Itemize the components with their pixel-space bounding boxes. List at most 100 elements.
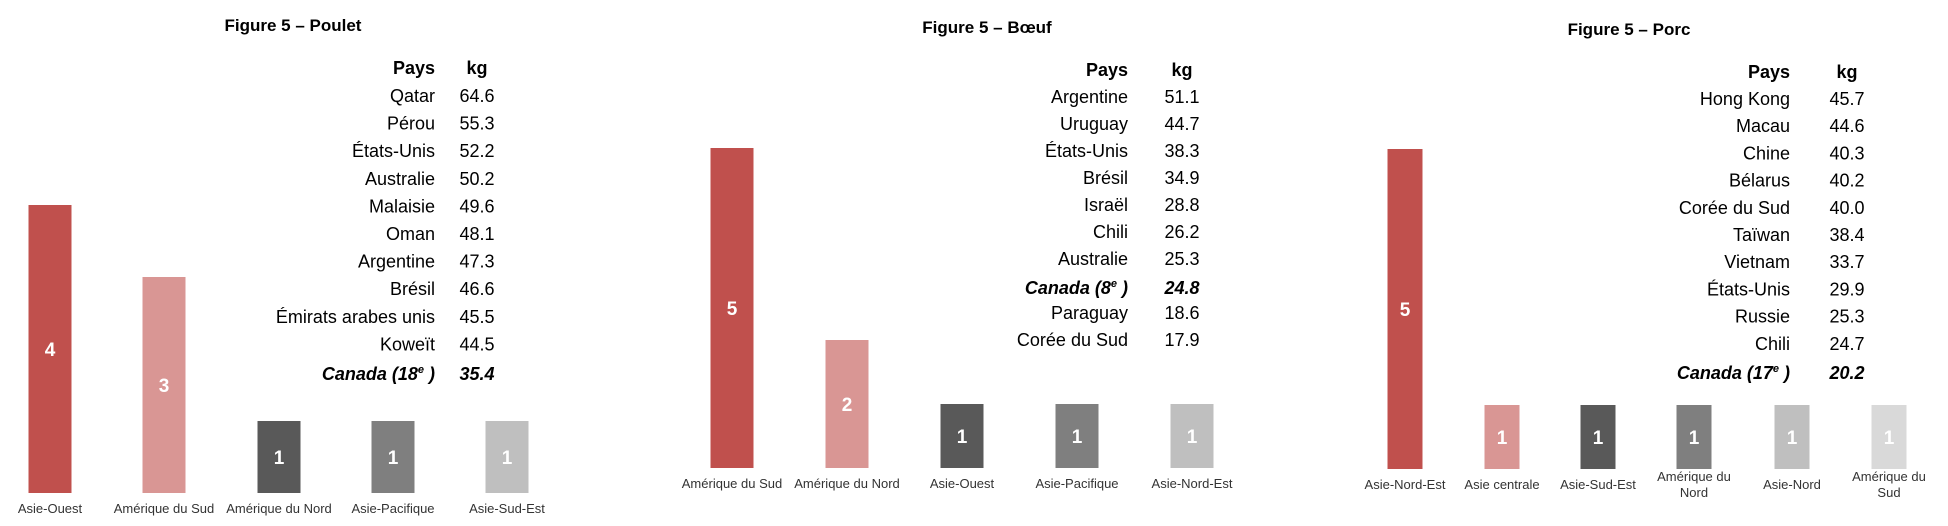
bar — [940, 404, 984, 468]
category-label-line2: Nord — [1680, 485, 1708, 500]
bar-value-label: 2 — [842, 395, 853, 416]
table-header-country: Pays — [1086, 60, 1128, 80]
canada-prefix: Canada (8 — [1025, 278, 1111, 298]
table-cell-country: Australie — [1058, 249, 1128, 269]
table-cell-kg: 24.7 — [1829, 334, 1864, 354]
table-cell-kg: 55.3 — [459, 114, 494, 134]
table-cell-country: Uruguay — [1060, 114, 1128, 134]
table-cell-canada-kg: 24.8 — [1163, 278, 1199, 298]
canada-rank-sup: e — [418, 364, 424, 376]
table-cell-country: Taïwan — [1733, 225, 1790, 245]
table-cell-country: Hong Kong — [1700, 89, 1790, 109]
table-cell-kg: 44.6 — [1829, 116, 1864, 136]
chart-panel-1: Figure 5 – Poulet Pays kg Qatar 64.6 Pérou 55.… — [18, 16, 545, 516]
chart-title: Figure 5 – Bœuf — [922, 18, 1052, 37]
canada-suffix: ) — [424, 364, 435, 384]
bar — [1774, 405, 1810, 469]
table-cell-kg: 46.6 — [459, 279, 494, 299]
table-cell-country: Corée du Sud — [1679, 198, 1790, 218]
table-cell-country: Macau — [1736, 116, 1790, 136]
bar-value-label: 1 — [1689, 428, 1700, 449]
table-cell-country: Malaisie — [369, 196, 435, 216]
table-cell-kg: 52.2 — [459, 141, 494, 161]
chart-title: Figure 5 – Porc — [1568, 20, 1691, 39]
table-cell-country: Vietnam — [1724, 252, 1790, 272]
table-cell-kg: 25.3 — [1829, 307, 1864, 327]
table-cell-kg: 45.5 — [459, 307, 494, 327]
category-label: Asie-Ouest — [18, 501, 83, 516]
table-cell-kg: 47.3 — [459, 252, 494, 272]
table-cell-country: Australie — [365, 169, 435, 189]
table-cell-country: Chili — [1755, 334, 1790, 354]
category-label: Amérique du Nord — [1657, 469, 1731, 500]
category-label: Amérique du Sud — [114, 501, 214, 516]
table-cell-kg: 26.2 — [1164, 222, 1199, 242]
table-cell-country: États-Unis — [352, 141, 435, 161]
table-cell-kg: 18.6 — [1164, 303, 1199, 323]
category-label: Amérique du Nord — [226, 501, 332, 516]
category-label-line2: Sud — [1877, 485, 1900, 500]
bar-value-label: 1 — [1884, 428, 1895, 449]
table-cell-canada: Canada (17e ) — [1677, 363, 1790, 383]
bar-value-label: 1 — [274, 448, 285, 469]
table-cell-country: Chine — [1743, 143, 1790, 163]
table-header-kg: kg — [1836, 62, 1857, 82]
bar — [1170, 404, 1214, 468]
table-cell-country: Paraguay — [1051, 303, 1128, 323]
category-label: Asie-Pacifique — [351, 501, 434, 516]
category-label: Asie centrale — [1464, 477, 1539, 492]
table-cell-country: Brésil — [390, 279, 435, 299]
bar-value-label: 5 — [727, 299, 738, 320]
category-label-line1: Amérique du — [1852, 469, 1926, 484]
bar — [1387, 149, 1423, 469]
table-cell-kg: 34.9 — [1164, 168, 1199, 188]
table-cell-country: Koweït — [380, 334, 435, 354]
category-label: Asie-Sud-Est — [1560, 477, 1636, 492]
table-cell-kg: 25.3 — [1164, 249, 1199, 269]
table-cell-canada-kg: 35.4 — [459, 364, 494, 384]
table-cell-kg: 29.9 — [1829, 279, 1864, 299]
category-label: Asie-Sud-Est — [469, 501, 545, 516]
chart-panel-2: Figure 5 – Bœuf Pays kg Argentine 51.1 Urugua… — [682, 18, 1233, 491]
bar-value-label: 1 — [1072, 427, 1083, 448]
canada-prefix: Canada (17 — [1677, 363, 1774, 383]
table-cell-country: Argentine — [1051, 87, 1128, 107]
bar-value-label: 4 — [45, 340, 56, 361]
bar — [28, 205, 72, 493]
table-cell-kg: 40.2 — [1829, 171, 1864, 191]
table-cell-kg: 51.1 — [1164, 87, 1199, 107]
category-label: Asie-Pacifique — [1035, 476, 1118, 491]
table-cell-kg: 48.1 — [459, 224, 494, 244]
category-label-line1: Amérique du — [1657, 469, 1731, 484]
table-cell-kg: 38.4 — [1829, 225, 1864, 245]
table-cell-kg: 44.5 — [459, 334, 494, 354]
table-cell-country: Israël — [1084, 195, 1128, 215]
table-header-kg: kg — [466, 58, 487, 78]
bar-value-label: 1 — [388, 448, 399, 469]
table-cell-country: Pérou — [387, 114, 435, 134]
table-cell-kg: 28.8 — [1164, 195, 1199, 215]
canada-suffix: ) — [1779, 363, 1790, 383]
bar — [1676, 405, 1712, 469]
bar — [1580, 405, 1616, 469]
category-label: Asie-Ouest — [930, 476, 995, 491]
table-cell-country: Russie — [1735, 307, 1790, 327]
table-header-kg: kg — [1171, 60, 1192, 80]
table-cell-kg: 38.3 — [1164, 141, 1199, 161]
table-cell-canada-kg: 20.2 — [1828, 363, 1864, 383]
bar-value-label: 1 — [502, 448, 513, 469]
table-cell-country: Émirats arabes unis — [276, 307, 435, 327]
category-label: Amérique du Sud — [682, 476, 782, 491]
table-cell-kg: 45.7 — [1829, 89, 1864, 109]
table-cell-country: Qatar — [390, 86, 435, 106]
table-cell-country: Corée du Sud — [1017, 330, 1128, 350]
table-cell-kg: 17.9 — [1164, 330, 1199, 350]
table-cell-country: États-Unis — [1707, 279, 1790, 299]
canada-rank-sup: e — [1773, 363, 1779, 375]
bar — [710, 148, 754, 468]
table-cell-canada: Canada (8e ) — [1025, 278, 1128, 298]
bar — [825, 340, 869, 468]
bar-value-label: 3 — [159, 376, 170, 397]
canada-suffix: ) — [1117, 278, 1128, 298]
